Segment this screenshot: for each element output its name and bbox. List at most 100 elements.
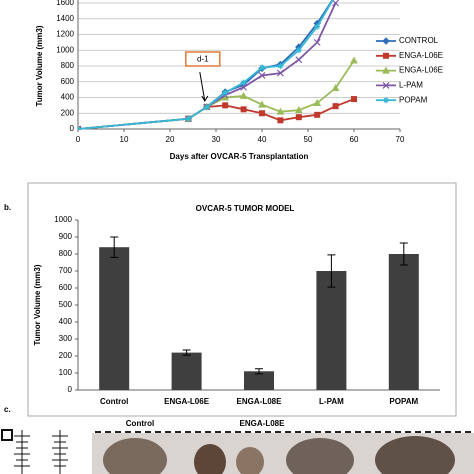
marker xyxy=(259,110,265,117)
tumor xyxy=(286,438,354,474)
y-tick-label: 900 xyxy=(59,232,73,241)
marker xyxy=(277,63,284,69)
error-bar xyxy=(399,242,408,266)
marker xyxy=(331,84,340,92)
tumor xyxy=(236,447,264,474)
y-tick-label: 800 xyxy=(61,61,75,70)
x-tick-label: 70 xyxy=(396,135,405,144)
x-tick-label: 20 xyxy=(166,135,175,144)
legend-marker xyxy=(383,97,389,104)
legend-marker xyxy=(382,66,390,74)
marker xyxy=(276,69,284,77)
y-tick-label: 200 xyxy=(59,351,73,360)
panel-label: b. xyxy=(4,203,11,212)
photo-label: Control xyxy=(126,419,154,428)
y-tick-label: 1000 xyxy=(54,215,72,224)
y-tick-label: 700 xyxy=(59,266,73,275)
y-tick-label: 300 xyxy=(59,334,73,343)
marker xyxy=(313,98,322,107)
x-tick-label: ENGA-L06E xyxy=(164,397,210,406)
marker xyxy=(351,96,357,103)
x-tick-label: 40 xyxy=(258,135,267,144)
marker xyxy=(276,107,285,115)
marker xyxy=(239,91,248,99)
bar-frame xyxy=(27,182,457,417)
tumor xyxy=(103,438,167,474)
x-tick-label: 0 xyxy=(76,135,81,144)
marker xyxy=(258,100,266,108)
y-axis-label: Tumor Volume (mm3) xyxy=(35,25,44,106)
marker xyxy=(350,56,358,64)
x-tick-label: 50 xyxy=(304,135,313,144)
legend-label: CONTROL xyxy=(399,36,439,45)
x-tick-label: 30 xyxy=(212,135,221,144)
marker xyxy=(240,79,247,86)
marker xyxy=(277,117,284,124)
marker xyxy=(259,64,265,71)
legend-label: POPAM xyxy=(399,95,428,104)
y-tick-label: 1200 xyxy=(56,30,74,39)
marker xyxy=(258,72,266,79)
y-axis-label: Tumor Volume (mm3) xyxy=(33,264,42,345)
error-bar xyxy=(255,368,263,375)
marker xyxy=(314,23,321,30)
plot xyxy=(78,0,358,130)
x-tick-label: L-PAM xyxy=(319,397,344,406)
annotation-arrow xyxy=(199,71,209,102)
chart-title: OVCAR-5 TUMOR MODEL xyxy=(196,204,295,213)
marker xyxy=(295,56,303,64)
bar xyxy=(171,352,202,390)
ruler xyxy=(1,429,68,474)
y-tick-label: 400 xyxy=(61,93,75,102)
y-tick-label: 1000 xyxy=(56,45,74,54)
marker xyxy=(240,106,247,113)
annotation: d-1 xyxy=(197,55,209,64)
y-tick-label: 1600 xyxy=(56,0,74,7)
y-tick-label: 0 xyxy=(68,385,73,394)
x-tick-label: POPAM xyxy=(389,397,418,406)
marker xyxy=(222,89,229,96)
error-bar xyxy=(182,349,191,356)
y-tick-label: 0 xyxy=(70,124,75,133)
x-tick-label: 60 xyxy=(350,135,359,144)
marker xyxy=(332,0,340,7)
panel-label: c. xyxy=(4,405,11,414)
marker xyxy=(222,102,229,109)
x-tick-label: ENGA-L08E xyxy=(237,397,283,406)
tumor xyxy=(375,436,455,474)
marker xyxy=(185,115,192,122)
legend-marker xyxy=(382,37,390,45)
y-tick-label: 800 xyxy=(59,249,73,258)
marker xyxy=(332,103,339,110)
legend-marker xyxy=(383,52,389,59)
marker xyxy=(203,103,210,110)
marker xyxy=(313,38,321,46)
y-tick-label: 600 xyxy=(59,283,73,292)
photo: Control ENGA-L08E xyxy=(0,419,474,474)
error-bar xyxy=(110,236,119,258)
y-tick-label: 500 xyxy=(59,300,73,309)
marker xyxy=(240,83,248,91)
legend-label: L-PAM xyxy=(399,81,423,90)
bar xyxy=(388,254,419,390)
legend-label: ENGA-L06E xyxy=(399,66,443,75)
marker xyxy=(314,111,321,118)
series-line xyxy=(78,0,334,130)
x-axis-label: Days after OVCAR-5 Transplantation xyxy=(170,152,309,161)
y-tick-label: 1400 xyxy=(56,14,74,23)
bar xyxy=(99,247,130,390)
error-bar xyxy=(327,254,336,288)
y-tick-label: 600 xyxy=(61,77,75,86)
marker xyxy=(295,114,302,121)
marker xyxy=(294,106,303,114)
y-tick-label: 400 xyxy=(59,317,73,326)
bar xyxy=(244,371,274,390)
y-tick-label: 200 xyxy=(61,108,75,117)
legend-label: ENGA-L06E xyxy=(399,51,443,60)
tumor xyxy=(194,444,226,474)
series-line xyxy=(78,59,355,130)
x-tick-label: 10 xyxy=(120,135,129,144)
bar xyxy=(316,271,347,390)
y-tick-label: 100 xyxy=(59,368,73,377)
